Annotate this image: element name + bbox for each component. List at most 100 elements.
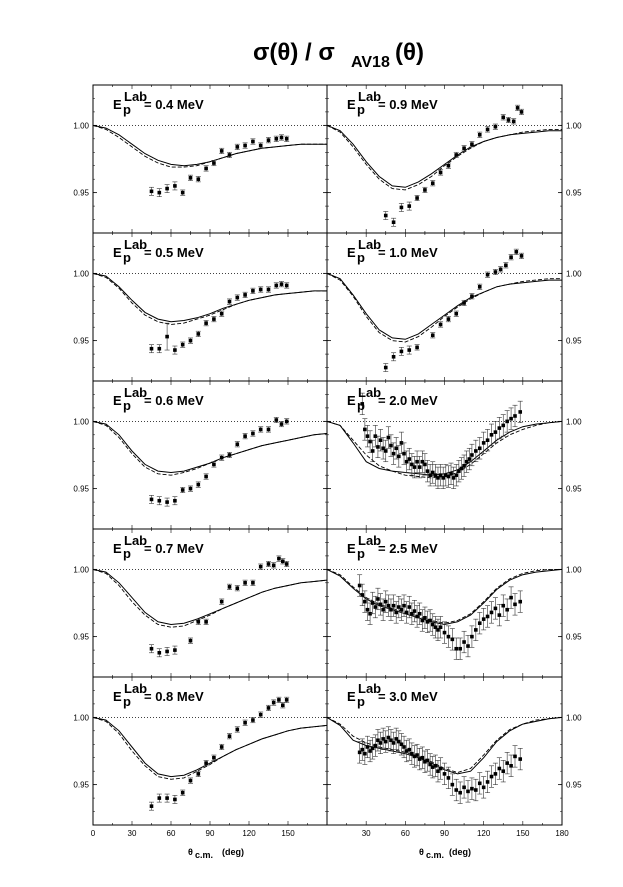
data-point (394, 446, 398, 451)
data-point (188, 486, 193, 491)
data-point (165, 796, 169, 800)
data-point (365, 434, 370, 438)
data-point (383, 599, 388, 604)
data-point (399, 205, 404, 210)
data-point (284, 283, 289, 288)
data-point (462, 301, 466, 305)
data-point (470, 294, 474, 299)
data-point (450, 782, 455, 787)
data-point (446, 163, 451, 168)
energy-symbol: E (347, 245, 356, 260)
data-point (165, 500, 169, 504)
y-tick-label: 0.95 (73, 337, 89, 346)
data-point (258, 143, 263, 148)
data-point (481, 785, 486, 790)
curve-dashed (92, 420, 328, 476)
data-point (204, 620, 208, 624)
data-point (446, 474, 451, 479)
data-point (368, 611, 372, 616)
data-point (417, 757, 422, 761)
title-subscript: AV18 (351, 54, 390, 71)
data-point (399, 441, 404, 445)
data-point (518, 757, 523, 761)
data-point (509, 764, 513, 768)
data-point (425, 620, 430, 624)
data-point (462, 640, 466, 644)
data-point (188, 638, 193, 643)
data-point (509, 255, 513, 260)
data-point (497, 766, 502, 771)
data-point (360, 593, 365, 597)
data-point (363, 599, 367, 604)
curve-dashed (326, 420, 563, 479)
x-tick-label: 90 (206, 829, 215, 838)
data-point (180, 190, 185, 195)
data-point (470, 453, 474, 457)
data-point (376, 738, 380, 743)
energy-value: = 1.0 MeV (378, 245, 438, 260)
data-point (373, 434, 378, 438)
data-point (436, 476, 440, 480)
data-point (251, 431, 255, 436)
curve-solid (326, 124, 562, 188)
data-point (489, 433, 494, 437)
data-point (519, 254, 524, 258)
data-point (391, 451, 396, 456)
energy-superscript: Lab (124, 385, 147, 400)
data-point (284, 698, 289, 702)
data-point (454, 788, 459, 792)
data-point (518, 599, 523, 604)
x-axis-label-left: θ c.m. (deg) (188, 847, 244, 860)
x-tick-label: 150 (516, 829, 530, 838)
data-point (370, 746, 375, 751)
data-point (363, 427, 367, 432)
energy-superscript: Lab (358, 89, 381, 104)
data-point (173, 348, 177, 352)
data-point (518, 410, 523, 414)
data-point (509, 416, 513, 421)
y-tick-label: 0.95 (566, 337, 582, 346)
data-point (412, 465, 417, 469)
data-point (378, 602, 383, 607)
curve-solid (92, 272, 327, 323)
data-point (149, 189, 154, 194)
data-point (188, 338, 193, 343)
data-point (281, 703, 285, 708)
data-point (212, 317, 216, 321)
data-point (498, 267, 503, 272)
curve-solid (92, 716, 328, 778)
data-point (493, 772, 498, 776)
data-point (180, 342, 185, 347)
data-point (227, 453, 232, 457)
data-point (149, 346, 154, 351)
data-point (493, 430, 498, 434)
data-point (430, 622, 435, 627)
data-point (493, 270, 498, 274)
data-point (420, 618, 425, 623)
data-point (410, 751, 414, 756)
data-point (446, 634, 451, 639)
data-point (428, 473, 432, 477)
title-main: σ(θ) / σ (253, 39, 335, 66)
data-point (467, 457, 472, 461)
data-point (450, 637, 455, 642)
data-point (235, 442, 240, 447)
energy-value: = 0.6 MeV (144, 393, 204, 408)
data-point (423, 188, 427, 192)
data-point (477, 621, 482, 625)
energy-value: = 2.0 MeV (378, 393, 438, 408)
y-tick-label: 1.00 (73, 713, 89, 722)
data-point (212, 755, 216, 760)
data-point (470, 142, 474, 146)
data-point (219, 149, 224, 153)
data-point (474, 449, 478, 453)
data-point (470, 786, 474, 791)
data-point (394, 737, 398, 741)
data-point (219, 455, 224, 460)
data-point (489, 610, 494, 615)
